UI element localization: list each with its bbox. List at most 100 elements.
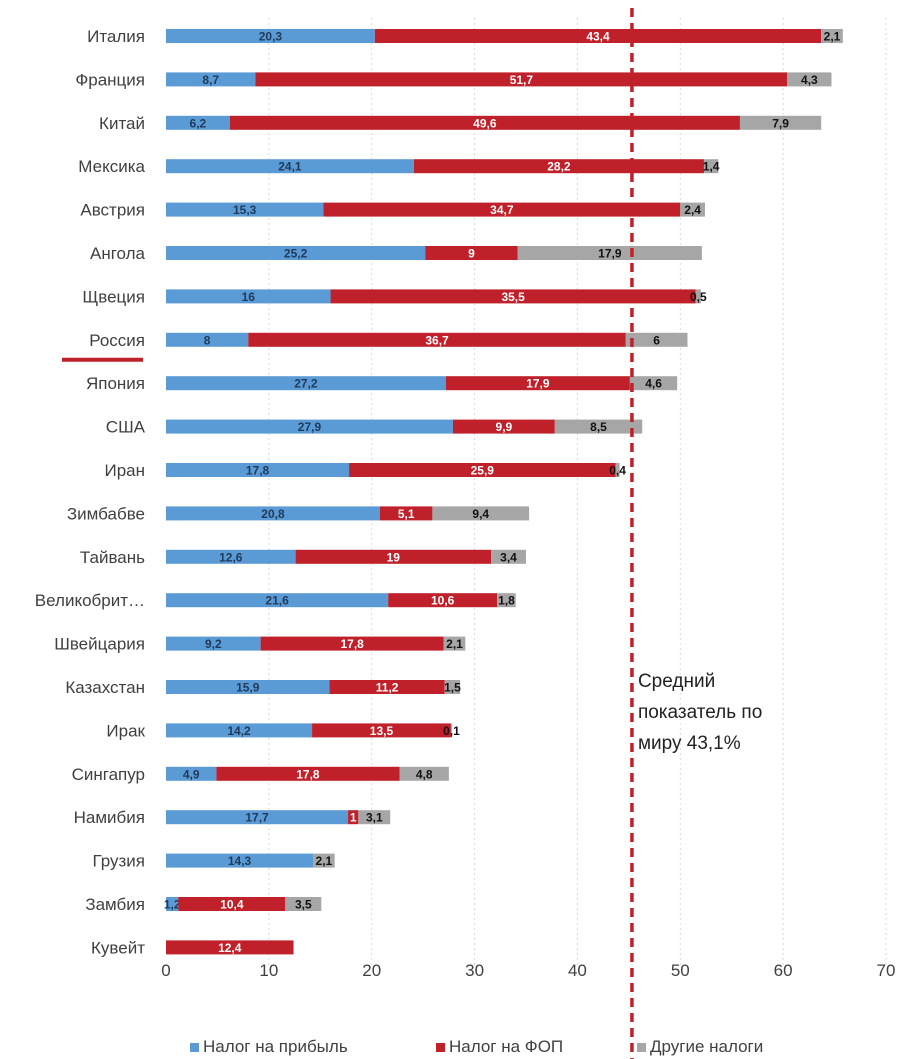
data-label: 3,5 [295,898,312,912]
bar-segment [166,376,446,391]
bar-segment [517,246,702,260]
data-label: 27,9 [298,420,322,434]
bar-segment [216,766,400,781]
bar-segment [166,549,296,564]
category-label: Ирак [106,721,145,740]
legend-swatch [190,1043,199,1052]
x-tick-label: 60 [774,961,793,980]
data-label: 0,1 [443,724,460,738]
x-tick-label: 20 [362,961,381,980]
category-label: Сингапур [72,765,145,784]
data-label: 2,4 [684,203,701,217]
average-annotation-line: миру 43,1% [638,733,741,754]
category-label: Великобрит… [35,591,145,610]
data-label: 3,4 [500,550,517,564]
bar-segment [166,115,230,130]
bar-segment [166,680,330,694]
data-label: 21,6 [265,594,289,608]
bar-segment [166,463,350,477]
bar-segment [166,29,375,43]
data-label: 28,2 [547,160,571,174]
category-label: Зимбабве [67,504,145,523]
data-label: 20,3 [259,30,283,44]
data-label: 20,8 [261,507,285,521]
data-label: 1,5 [444,681,461,695]
legend-label: Другие налоги [650,1037,763,1056]
category-label: Щвеция [82,287,145,306]
category-label: Швейцария [54,635,145,654]
category-label: Кувейт [91,938,145,957]
data-label: 9,9 [496,420,513,434]
data-label: 10,4 [220,898,244,912]
bar-segment [166,636,261,651]
data-label: 19 [387,550,401,564]
bar-segment [323,202,681,217]
data-label: 11,2 [376,681,399,695]
bar-segment [625,332,688,347]
x-axis-ticks: 0 10 20 30 40 50 60 70 [161,961,895,980]
category-label: Грузия [92,852,145,871]
data-label: 2,1 [446,637,463,651]
legend-swatch [436,1043,445,1052]
category-label: Иран [104,461,145,480]
bar-segment [444,680,461,694]
data-label: 8,5 [590,420,607,434]
category-label: Россия [89,331,145,350]
bar-segment [330,289,696,304]
data-label: 35,5 [501,290,525,304]
category-label: Тайвань [80,548,145,567]
bar-segment [379,506,433,521]
bar-segment [452,419,555,434]
data-label: 43,4 [586,30,610,44]
bar-segment [166,159,414,174]
average-annotation-line: показатель по [638,702,762,723]
bar-segment [348,810,359,825]
category-label: Намибия [74,808,145,827]
data-label: 36,7 [425,333,449,347]
bar-segment [388,593,498,608]
bar-segment [739,115,822,130]
data-label: 34,7 [490,203,514,217]
bar-segment [255,72,788,87]
category-label: Ангола [90,244,146,263]
data-label: 1 [350,811,357,825]
bar-segment [295,549,492,564]
bar-segment [329,680,445,694]
bar-segment [497,593,516,608]
data-label: 25,9 [471,464,495,478]
bar-segment [491,549,526,564]
category-label: Китай [99,114,145,133]
x-tick-label: 0 [161,961,170,980]
bar-segment [166,810,349,825]
bar-segment [432,506,530,521]
data-label: 13,5 [370,724,394,738]
data-label: 3,1 [366,811,383,825]
bar-segment [443,636,466,651]
bar-segment [166,853,314,868]
data-label: 10,6 [431,594,455,608]
data-label: 0,5 [690,290,707,304]
bar-segment [166,202,324,217]
data-label: 15,3 [233,203,257,217]
x-tick-label: 30 [465,961,484,980]
bar-segment [358,810,391,825]
bar-segment [285,897,322,911]
data-label: 17,8 [296,767,320,781]
data-label: 14,2 [227,724,251,738]
bar-segment [703,159,719,174]
data-label: 17,9 [526,377,550,391]
legend: Налог на прибыль Налог на ФОП Другие налог… [190,1037,763,1056]
data-label: 17,7 [245,811,269,825]
data-label: 1,2 [164,898,181,912]
bar-segment [166,289,331,304]
bar-segment [166,940,294,955]
data-label: 6,2 [190,116,207,130]
category-label: Франция [75,70,145,89]
bar-segment [166,506,380,521]
category-label: Мексика [78,157,145,176]
bar-segment [166,332,249,347]
x-tick-label: 40 [568,961,587,980]
bar-segment [425,246,518,260]
x-tick-label: 70 [877,961,896,980]
data-label: 25,2 [284,247,308,261]
